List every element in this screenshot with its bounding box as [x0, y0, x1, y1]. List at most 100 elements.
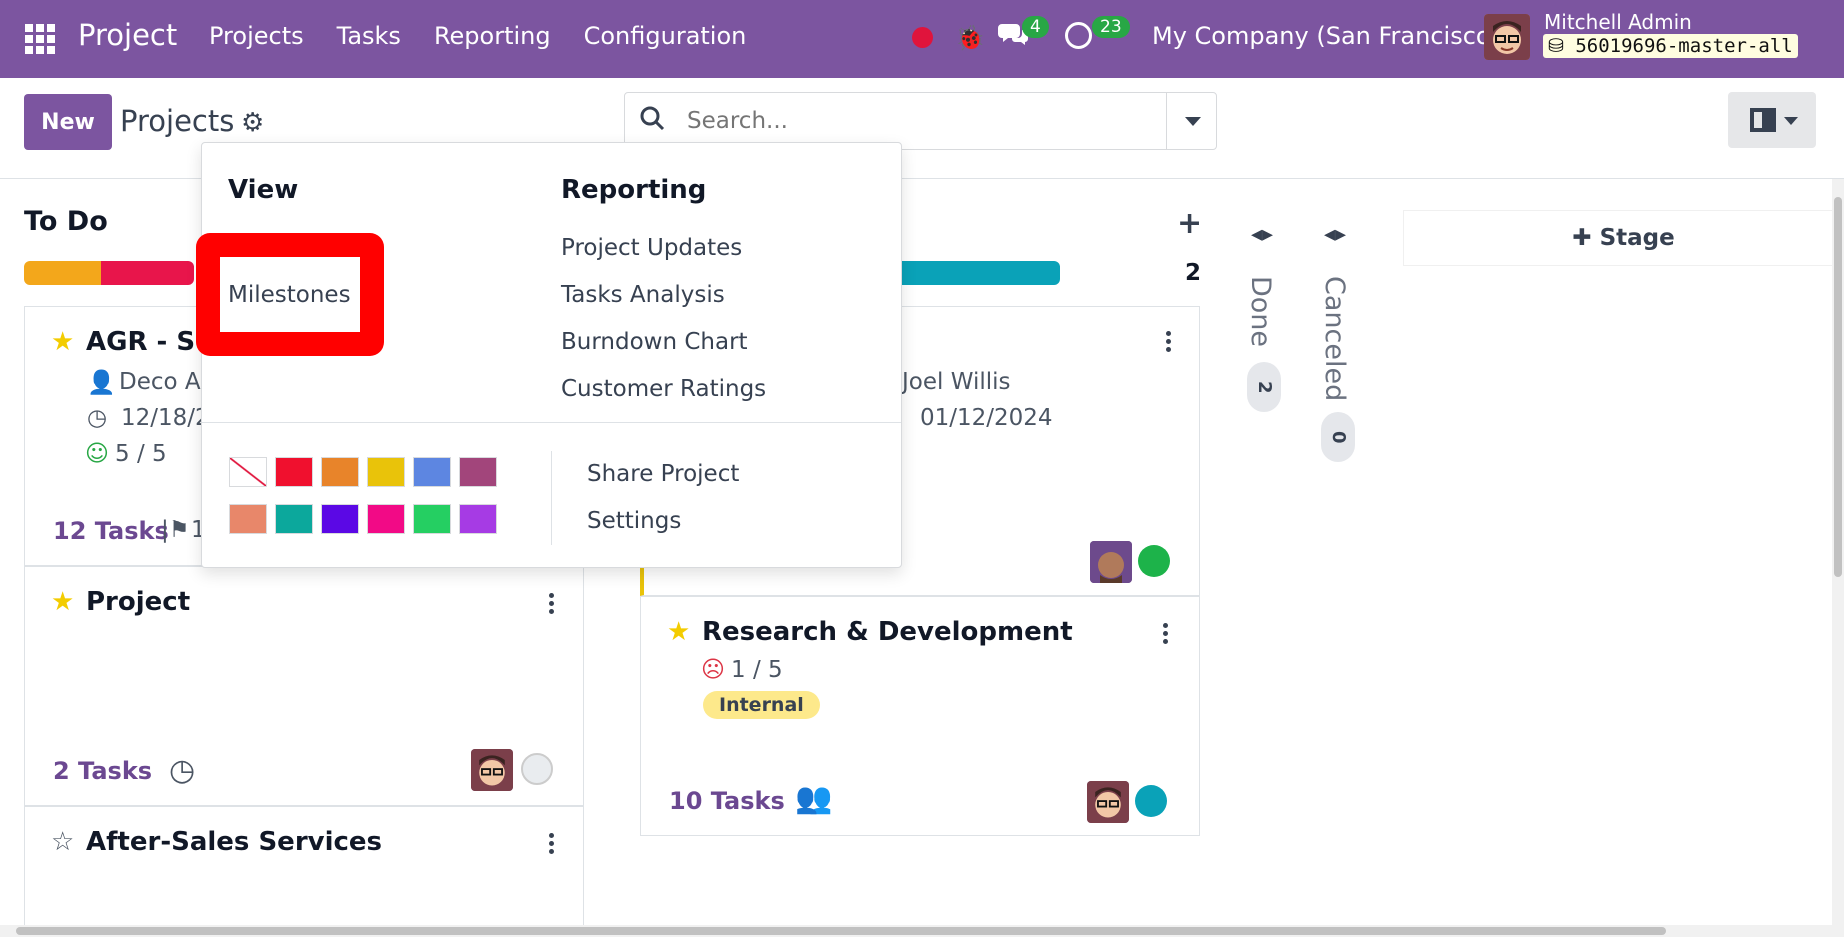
card-tasks-link[interactable]: 2 Tasks	[53, 757, 153, 785]
progress-segment[interactable]	[24, 261, 101, 285]
column-title-todo[interactable]: To Do	[24, 206, 108, 237]
avatar[interactable]	[471, 749, 513, 791]
color-swatch-none[interactable]	[229, 457, 267, 487]
card-title: After-Sales Services	[86, 827, 383, 857]
user-icon: 👤	[87, 370, 116, 396]
progress-segment[interactable]	[100, 261, 194, 285]
divider	[0, 178, 1844, 179]
menu-projects[interactable]: Projects	[209, 22, 304, 50]
star-icon[interactable]: ★	[51, 587, 75, 617]
record-icon[interactable]	[912, 27, 933, 48]
kebab-menu-icon[interactable]	[549, 593, 555, 615]
color-swatch[interactable]	[413, 457, 451, 487]
card-date: 12/18/2	[121, 405, 210, 431]
card-title: Project	[86, 587, 191, 617]
company-switcher[interactable]: My Company (San Francisco)	[1152, 22, 1500, 50]
chevron-down-icon	[1185, 117, 1201, 126]
project-card-after-sales[interactable]: ☆ After-Sales Services	[24, 806, 584, 937]
folded-column-canceled[interactable]: Canceled	[1319, 276, 1350, 402]
search-icon	[640, 106, 665, 131]
column-progress-bar-2[interactable]	[900, 261, 1060, 285]
color-swatch[interactable]	[367, 504, 405, 534]
card-manager: Joel Willis	[902, 369, 1011, 395]
color-swatch[interactable]	[229, 504, 267, 534]
column-progress-bar[interactable]	[24, 261, 194, 285]
color-swatch[interactable]	[459, 457, 497, 487]
folded-count-canceled: 0	[1321, 412, 1355, 462]
plus-icon: ✚	[1572, 225, 1592, 251]
status-dot[interactable]	[521, 753, 553, 785]
user-avatar[interactable]	[1484, 14, 1530, 60]
clock-icon[interactable]	[1065, 22, 1092, 49]
menu-item-settings[interactable]: Settings	[587, 508, 682, 534]
card-tasks-link[interactable]: 10 Tasks	[669, 787, 785, 815]
menu-tasks[interactable]: Tasks	[336, 22, 401, 50]
search-bar	[624, 92, 1217, 150]
status-dot[interactable]	[1138, 545, 1170, 577]
kebab-menu-icon[interactable]	[1166, 331, 1172, 353]
divider	[202, 422, 901, 423]
chat-count-badge: 4	[1022, 16, 1049, 38]
color-swatch[interactable]	[321, 457, 359, 487]
color-swatch[interactable]	[275, 457, 313, 487]
menu-item-tasks-analysis[interactable]: Tasks Analysis	[561, 282, 725, 308]
menu-item-share-project[interactable]: Share Project	[587, 461, 740, 487]
column-count: 2	[1185, 260, 1202, 286]
color-swatch[interactable]	[275, 504, 313, 534]
card-customer: Deco Ad	[119, 369, 215, 395]
database-tag: ⛁ 56019696-master-all	[1543, 34, 1798, 58]
clock-icon[interactable]: ◷	[169, 753, 196, 788]
color-swatch[interactable]	[321, 504, 359, 534]
vertical-scrollbar[interactable]	[1832, 179, 1844, 925]
star-icon[interactable]: ★	[667, 617, 691, 647]
kebab-menu-icon[interactable]	[1163, 623, 1169, 645]
color-swatch[interactable]	[413, 504, 451, 534]
view-header: View	[228, 175, 299, 205]
app-brand[interactable]: Project	[78, 18, 178, 52]
menu-item-project-updates[interactable]: Project Updates	[561, 235, 743, 261]
kebab-menu-icon[interactable]	[549, 833, 555, 855]
card-rating: 5 / 5	[115, 441, 167, 467]
breadcrumb: Projects	[120, 104, 235, 138]
top-navbar: Project Projects Tasks Reporting Configu…	[0, 0, 1844, 78]
star-icon[interactable]: ★	[51, 327, 75, 357]
folded-column-done[interactable]: Done	[1245, 276, 1276, 348]
scrollbar-thumb[interactable]	[16, 927, 1666, 935]
add-stage-label: Stage	[1599, 225, 1675, 251]
star-outline-icon[interactable]: ☆	[51, 827, 75, 857]
add-card-icon[interactable]: +	[1177, 206, 1203, 241]
color-swatch[interactable]	[459, 504, 497, 534]
card-rating: 1 / 5	[731, 657, 783, 683]
project-card-research-development[interactable]: ★ Research & Development ☹ 1 / 5 Interna…	[640, 596, 1200, 836]
add-stage-button[interactable]: ✚ Stage	[1403, 210, 1844, 266]
unfold-arrows-icon[interactable]: ◂▸	[1324, 222, 1347, 247]
menu-item-customer-ratings[interactable]: Customer Ratings	[561, 376, 767, 402]
menu-configuration[interactable]: Configuration	[583, 22, 747, 50]
menu-item-milestones[interactable]: Milestones	[228, 282, 351, 308]
menu-item-burndown-chart[interactable]: Burndown Chart	[561, 329, 748, 355]
gear-icon[interactable]: ⚙	[241, 108, 265, 138]
unfold-arrows-icon[interactable]: ◂▸	[1251, 222, 1274, 247]
search-options-toggle[interactable]	[1166, 93, 1218, 149]
user-name[interactable]: Mitchell Admin	[1544, 10, 1692, 34]
color-swatch[interactable]	[367, 457, 405, 487]
view-switcher[interactable]	[1728, 92, 1816, 148]
card-tasks-link[interactable]: 12 Tasks	[53, 517, 169, 545]
kanban-icon	[1750, 108, 1776, 132]
highlight-annotation	[196, 233, 384, 356]
menu-reporting[interactable]: Reporting	[433, 22, 551, 50]
project-card-project[interactable]: ★ Project 2 Tasks ◷	[24, 566, 584, 806]
smile-icon: ☺	[85, 441, 109, 467]
avatar[interactable]	[1090, 541, 1132, 583]
apps-icon[interactable]	[25, 24, 57, 54]
avatar[interactable]	[1087, 781, 1129, 823]
reporting-header: Reporting	[561, 175, 707, 205]
users-icon: 👥	[795, 781, 833, 816]
scrollbar-thumb[interactable]	[1834, 197, 1842, 577]
status-dot[interactable]	[1135, 785, 1167, 817]
search-input[interactable]	[687, 103, 1087, 139]
chevron-down-icon	[1784, 117, 1798, 125]
horizontal-scrollbar[interactable]	[0, 925, 1844, 937]
bug-icon[interactable]: 🐞	[955, 24, 985, 52]
new-button[interactable]: New	[24, 94, 112, 150]
